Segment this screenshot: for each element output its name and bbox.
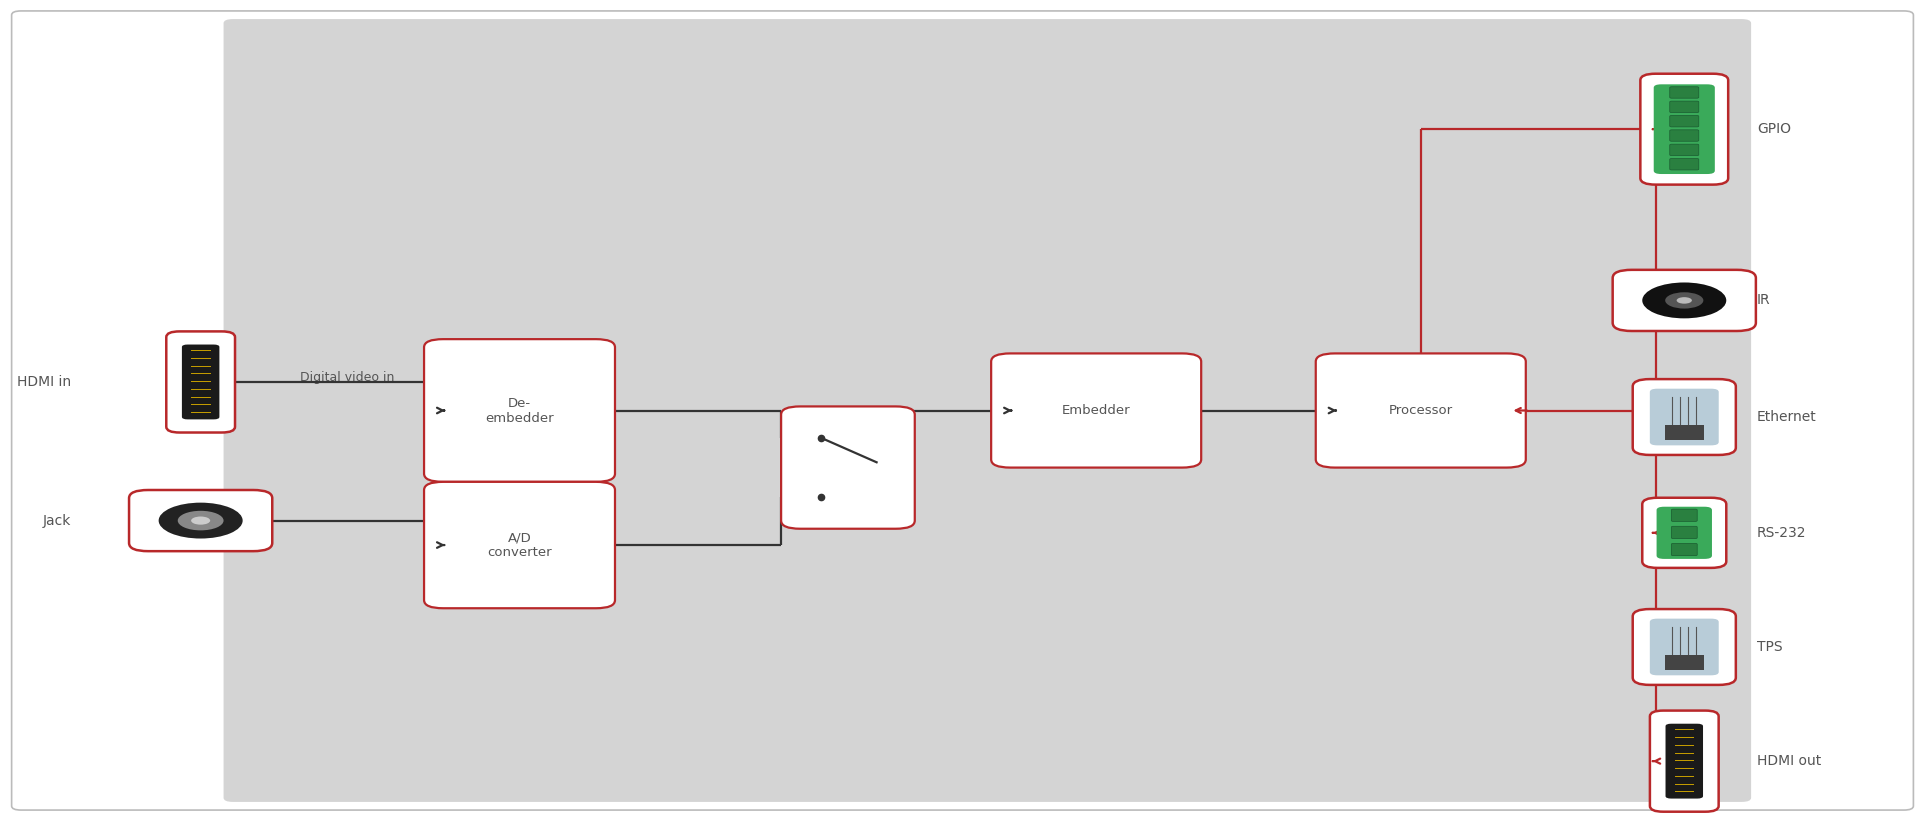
Text: Ethernet: Ethernet	[1757, 410, 1816, 424]
FancyBboxPatch shape	[1665, 724, 1703, 799]
FancyBboxPatch shape	[1670, 101, 1699, 112]
FancyBboxPatch shape	[1642, 498, 1726, 568]
FancyBboxPatch shape	[781, 406, 914, 529]
FancyBboxPatch shape	[1649, 619, 1718, 676]
FancyBboxPatch shape	[1640, 74, 1728, 185]
FancyBboxPatch shape	[424, 339, 614, 482]
Text: Digital video in: Digital video in	[300, 371, 394, 384]
FancyBboxPatch shape	[1665, 655, 1703, 671]
Text: HDMI in: HDMI in	[17, 375, 71, 389]
Circle shape	[179, 511, 223, 530]
Text: GPIO: GPIO	[1757, 122, 1791, 136]
FancyBboxPatch shape	[167, 332, 234, 433]
FancyBboxPatch shape	[1670, 509, 1697, 521]
FancyBboxPatch shape	[1670, 116, 1699, 127]
Text: HDMI out: HDMI out	[1757, 754, 1820, 768]
FancyBboxPatch shape	[1649, 711, 1718, 812]
FancyBboxPatch shape	[1670, 526, 1697, 539]
FancyBboxPatch shape	[1670, 158, 1699, 170]
FancyBboxPatch shape	[1613, 270, 1757, 331]
FancyBboxPatch shape	[1670, 544, 1697, 556]
Text: TPS: TPS	[1757, 640, 1782, 654]
Text: Processor: Processor	[1388, 404, 1453, 417]
FancyBboxPatch shape	[1632, 379, 1736, 455]
FancyBboxPatch shape	[991, 353, 1202, 468]
Circle shape	[1642, 282, 1726, 319]
Circle shape	[159, 502, 242, 539]
Text: Jack: Jack	[42, 514, 71, 528]
FancyBboxPatch shape	[1670, 87, 1699, 99]
FancyBboxPatch shape	[1649, 388, 1718, 445]
FancyBboxPatch shape	[1665, 424, 1703, 441]
Circle shape	[192, 516, 209, 525]
FancyBboxPatch shape	[1670, 144, 1699, 156]
FancyBboxPatch shape	[1670, 130, 1699, 141]
FancyBboxPatch shape	[223, 19, 1751, 802]
Text: IR: IR	[1757, 293, 1770, 307]
FancyBboxPatch shape	[1653, 85, 1715, 174]
Text: A/D
converter: A/D converter	[488, 531, 551, 559]
FancyBboxPatch shape	[424, 482, 614, 608]
FancyBboxPatch shape	[1657, 507, 1713, 559]
FancyBboxPatch shape	[1632, 609, 1736, 685]
FancyBboxPatch shape	[129, 490, 273, 551]
Circle shape	[1676, 297, 1692, 304]
FancyBboxPatch shape	[1315, 353, 1526, 468]
Text: Embedder: Embedder	[1062, 404, 1131, 417]
Text: RS-232: RS-232	[1757, 525, 1807, 540]
Text: De-
embedder: De- embedder	[486, 397, 553, 424]
FancyBboxPatch shape	[182, 345, 219, 420]
Circle shape	[1665, 292, 1703, 309]
